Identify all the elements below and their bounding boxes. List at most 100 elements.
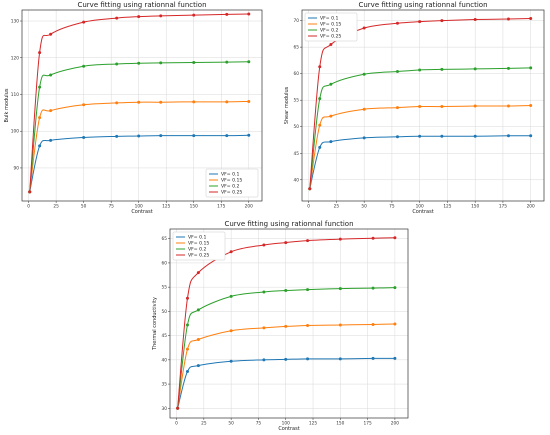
x-axis-label: Contrast xyxy=(412,209,433,215)
y-axis-label: Bulk modulus xyxy=(4,88,10,122)
data-point xyxy=(137,61,141,65)
chart-title: Curve fitting using rationnal function xyxy=(224,220,353,228)
y-axis-label: Thermal conductivity xyxy=(152,297,158,351)
series-line-2 xyxy=(29,100,249,192)
data-point xyxy=(362,72,366,76)
plot-frame xyxy=(169,228,409,419)
x-axis-label: Contrast xyxy=(278,426,299,432)
data-point xyxy=(440,19,444,23)
y-tick-label: 50 xyxy=(294,124,300,130)
y-tick-label: 30 xyxy=(162,406,168,412)
legend-label: VF= 0.1 xyxy=(221,172,239,178)
data-point xyxy=(192,13,196,17)
data-point xyxy=(329,82,333,86)
data-point xyxy=(473,134,477,138)
data-point xyxy=(284,357,288,361)
data-point xyxy=(247,60,251,64)
y-tick-label: 40 xyxy=(162,357,168,363)
x-tick-label: 125 xyxy=(162,204,170,210)
data-point xyxy=(529,134,533,138)
x-axis-label: Contrast xyxy=(131,209,152,215)
data-point xyxy=(192,61,196,65)
series-line-4 xyxy=(29,13,249,192)
legend-box xyxy=(172,231,226,261)
x-tick-label: 50 xyxy=(81,204,87,210)
data-point xyxy=(284,241,288,245)
data-point xyxy=(418,134,422,138)
y-tick-label: 40 xyxy=(294,177,300,183)
data-point xyxy=(418,20,422,24)
series-line-1 xyxy=(177,357,395,409)
data-point xyxy=(49,138,53,142)
x-tick-label: 25 xyxy=(53,204,59,210)
plot-frame xyxy=(21,9,263,202)
data-point xyxy=(38,51,42,55)
data-point xyxy=(506,104,510,108)
data-point xyxy=(176,406,180,410)
x-tick-label: 75 xyxy=(108,204,114,210)
data-point xyxy=(395,135,399,139)
y-tick-label: 45 xyxy=(162,333,168,339)
data-point xyxy=(318,123,322,127)
data-point xyxy=(318,145,322,149)
legend-label: VF= 0.25 xyxy=(188,253,209,259)
data-point xyxy=(473,67,477,71)
data-point xyxy=(49,32,53,36)
data-point xyxy=(82,64,86,68)
y-tick-label: 60 xyxy=(162,260,168,266)
data-point xyxy=(38,116,42,120)
x-tick-label: 150 xyxy=(190,204,198,210)
series-line-3 xyxy=(177,287,395,409)
data-point xyxy=(137,15,141,19)
legend-label: VF= 0.25 xyxy=(320,34,341,40)
data-point xyxy=(192,134,196,138)
chart-title: Curve fitting using rationnal function xyxy=(77,1,206,9)
data-point xyxy=(247,133,251,137)
data-point xyxy=(393,356,397,360)
legend-label: VF= 0.25 xyxy=(221,190,242,196)
y-tick-label: 100 xyxy=(11,129,19,135)
x-tick-label: 25 xyxy=(201,421,207,427)
x-tick-label: 50 xyxy=(361,204,367,210)
series-line-3 xyxy=(29,61,249,192)
x-tick-label: 175 xyxy=(217,204,225,210)
x-tick-label: 100 xyxy=(135,204,143,210)
data-point xyxy=(329,114,333,118)
data-point xyxy=(362,136,366,140)
data-point xyxy=(28,190,32,194)
data-point xyxy=(159,14,163,18)
x-tick-label: 50 xyxy=(228,421,234,427)
data-point xyxy=(362,26,366,30)
y-tick-label: 45 xyxy=(294,151,300,157)
data-point xyxy=(225,134,229,138)
data-point xyxy=(247,99,251,103)
data-point xyxy=(196,271,200,275)
data-point xyxy=(306,239,310,243)
series-line-1 xyxy=(29,134,249,192)
data-point xyxy=(506,134,510,138)
data-point xyxy=(395,21,399,25)
data-point xyxy=(49,109,53,113)
data-point xyxy=(393,286,397,290)
legend-label: VF= 0.2 xyxy=(188,247,206,253)
data-point xyxy=(38,85,42,89)
x-tick-label: 100 xyxy=(282,421,290,427)
series-line-3 xyxy=(309,67,531,189)
series-line-4 xyxy=(309,17,531,189)
data-point xyxy=(371,322,375,326)
y-tick-label: 130 xyxy=(11,19,19,25)
x-tick-label: 150 xyxy=(471,204,479,210)
data-point xyxy=(262,290,266,294)
data-point xyxy=(229,294,233,298)
data-point xyxy=(196,337,200,341)
data-point xyxy=(284,324,288,328)
x-tick-label: 175 xyxy=(364,421,372,427)
y-tick-label: 50 xyxy=(162,309,168,315)
x-tick-label: 125 xyxy=(443,204,451,210)
y-tick-label: 65 xyxy=(294,45,300,51)
data-point xyxy=(371,236,375,240)
data-point xyxy=(159,100,163,104)
data-point xyxy=(306,357,310,361)
